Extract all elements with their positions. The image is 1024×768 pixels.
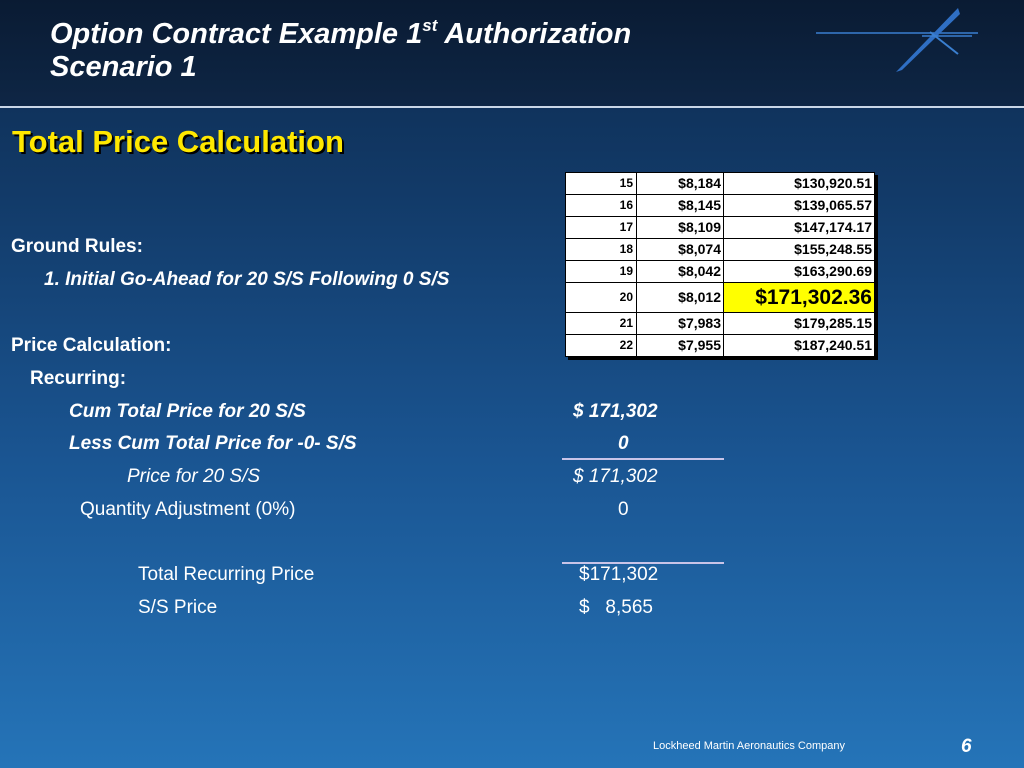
cum-total-cell: $163,290.69 bbox=[723, 260, 875, 283]
subtotal-rule bbox=[562, 458, 724, 460]
cum-total-cell: $155,248.55 bbox=[723, 238, 875, 261]
table-row: 20 $8,012 $171,302.36 bbox=[565, 282, 875, 313]
footer-company: Lockheed Martin Aeronautics Company bbox=[653, 740, 845, 752]
unit-price-cell: $7,955 bbox=[636, 334, 724, 357]
calc-value-quantity-adjustment: 0 bbox=[618, 499, 629, 520]
unit-price-cell: $8,074 bbox=[636, 238, 724, 261]
unit-price-cell: $8,145 bbox=[636, 194, 724, 217]
calc-label-price-20: Price for 20 S/S bbox=[127, 466, 261, 487]
table-row: 22 $7,955 $187,240.51 bbox=[565, 334, 875, 357]
calc-label-quantity-adjustment: Quantity Adjustment (0%) bbox=[80, 499, 296, 520]
unit-price-cell: $8,109 bbox=[636, 216, 724, 239]
table-row: 16 $8,145 $139,065.57 bbox=[565, 194, 875, 217]
calc-value-price-20: $ 171,302 bbox=[573, 466, 658, 487]
slide-header: Option Contract Example 1st Authorizatio… bbox=[0, 0, 1024, 108]
quantity-cell: 20 bbox=[565, 282, 637, 313]
lockheed-star-icon bbox=[816, 8, 978, 72]
quantity-cell: 19 bbox=[565, 260, 637, 283]
unit-price-cell: $7,983 bbox=[636, 312, 724, 335]
quantity-cell: 16 bbox=[565, 194, 637, 217]
price-table: 15 $8,184 $130,920.51 16 $8,145 $139,065.57 17… bbox=[565, 172, 875, 357]
section-title: Total Price Calculation bbox=[12, 124, 344, 159]
quantity-cell: 22 bbox=[565, 334, 637, 357]
table-row: 18 $8,074 $155,248.55 bbox=[565, 238, 875, 261]
calc-label-ss-price: S/S Price bbox=[138, 597, 218, 618]
table-row: 21 $7,983 $179,285.15 bbox=[565, 312, 875, 335]
title-line1-pre: Option Contract Example 1 bbox=[50, 18, 423, 50]
cum-total-cell: $179,285.15 bbox=[723, 312, 875, 335]
cum-total-cell: $187,240.51 bbox=[723, 334, 875, 357]
unit-price-cell: $8,012 bbox=[636, 282, 724, 313]
table-row: 19 $8,042 $163,290.69 bbox=[565, 260, 875, 283]
quantity-cell: 18 bbox=[565, 238, 637, 261]
cum-total-cell: $147,174.17 bbox=[723, 216, 875, 239]
unit-price-cell: $8,042 bbox=[636, 260, 724, 283]
slide-title: Option Contract Example 1st Authorizatio… bbox=[50, 16, 632, 84]
cum-total-cell: $130,920.51 bbox=[723, 172, 875, 195]
calc-value-ss-price: $ 8,565 bbox=[579, 597, 653, 618]
ground-rule-item: 1. Initial Go-Ahead for 20 S/S Following… bbox=[44, 269, 450, 290]
title-line2: Scenario 1 bbox=[50, 51, 197, 83]
ground-rules-heading: Ground Rules: bbox=[11, 236, 143, 257]
calc-label-cum-total-20: Cum Total Price for 20 S/S bbox=[69, 401, 306, 422]
calc-value-total-recurring: $171,302 bbox=[579, 564, 659, 585]
quantity-cell: 15 bbox=[565, 172, 637, 195]
quantity-cell: 17 bbox=[565, 216, 637, 239]
total-rule bbox=[562, 562, 724, 564]
title-line1-post: Authorization bbox=[437, 18, 632, 50]
quantity-cell: 21 bbox=[565, 312, 637, 335]
cum-total-cell: $171,302.36 bbox=[723, 282, 875, 313]
title-superscript: st bbox=[422, 16, 438, 35]
price-calc-heading: Price Calculation: bbox=[11, 335, 172, 356]
cum-total-cell: $139,065.57 bbox=[723, 194, 875, 217]
table-row: 15 $8,184 $130,920.51 bbox=[565, 172, 875, 195]
calc-label-total-recurring: Total Recurring Price bbox=[138, 564, 315, 585]
calc-value-less-cum-total: 0 bbox=[618, 433, 629, 454]
table-row: 17 $8,109 $147,174.17 bbox=[565, 216, 875, 239]
page-number: 6 bbox=[961, 736, 972, 757]
calc-value-cum-total-20: $ 171,302 bbox=[573, 401, 658, 422]
unit-price-cell: $8,184 bbox=[636, 172, 724, 195]
calc-label-less-cum-total: Less Cum Total Price for -0- S/S bbox=[69, 433, 357, 454]
recurring-heading: Recurring: bbox=[30, 368, 127, 389]
